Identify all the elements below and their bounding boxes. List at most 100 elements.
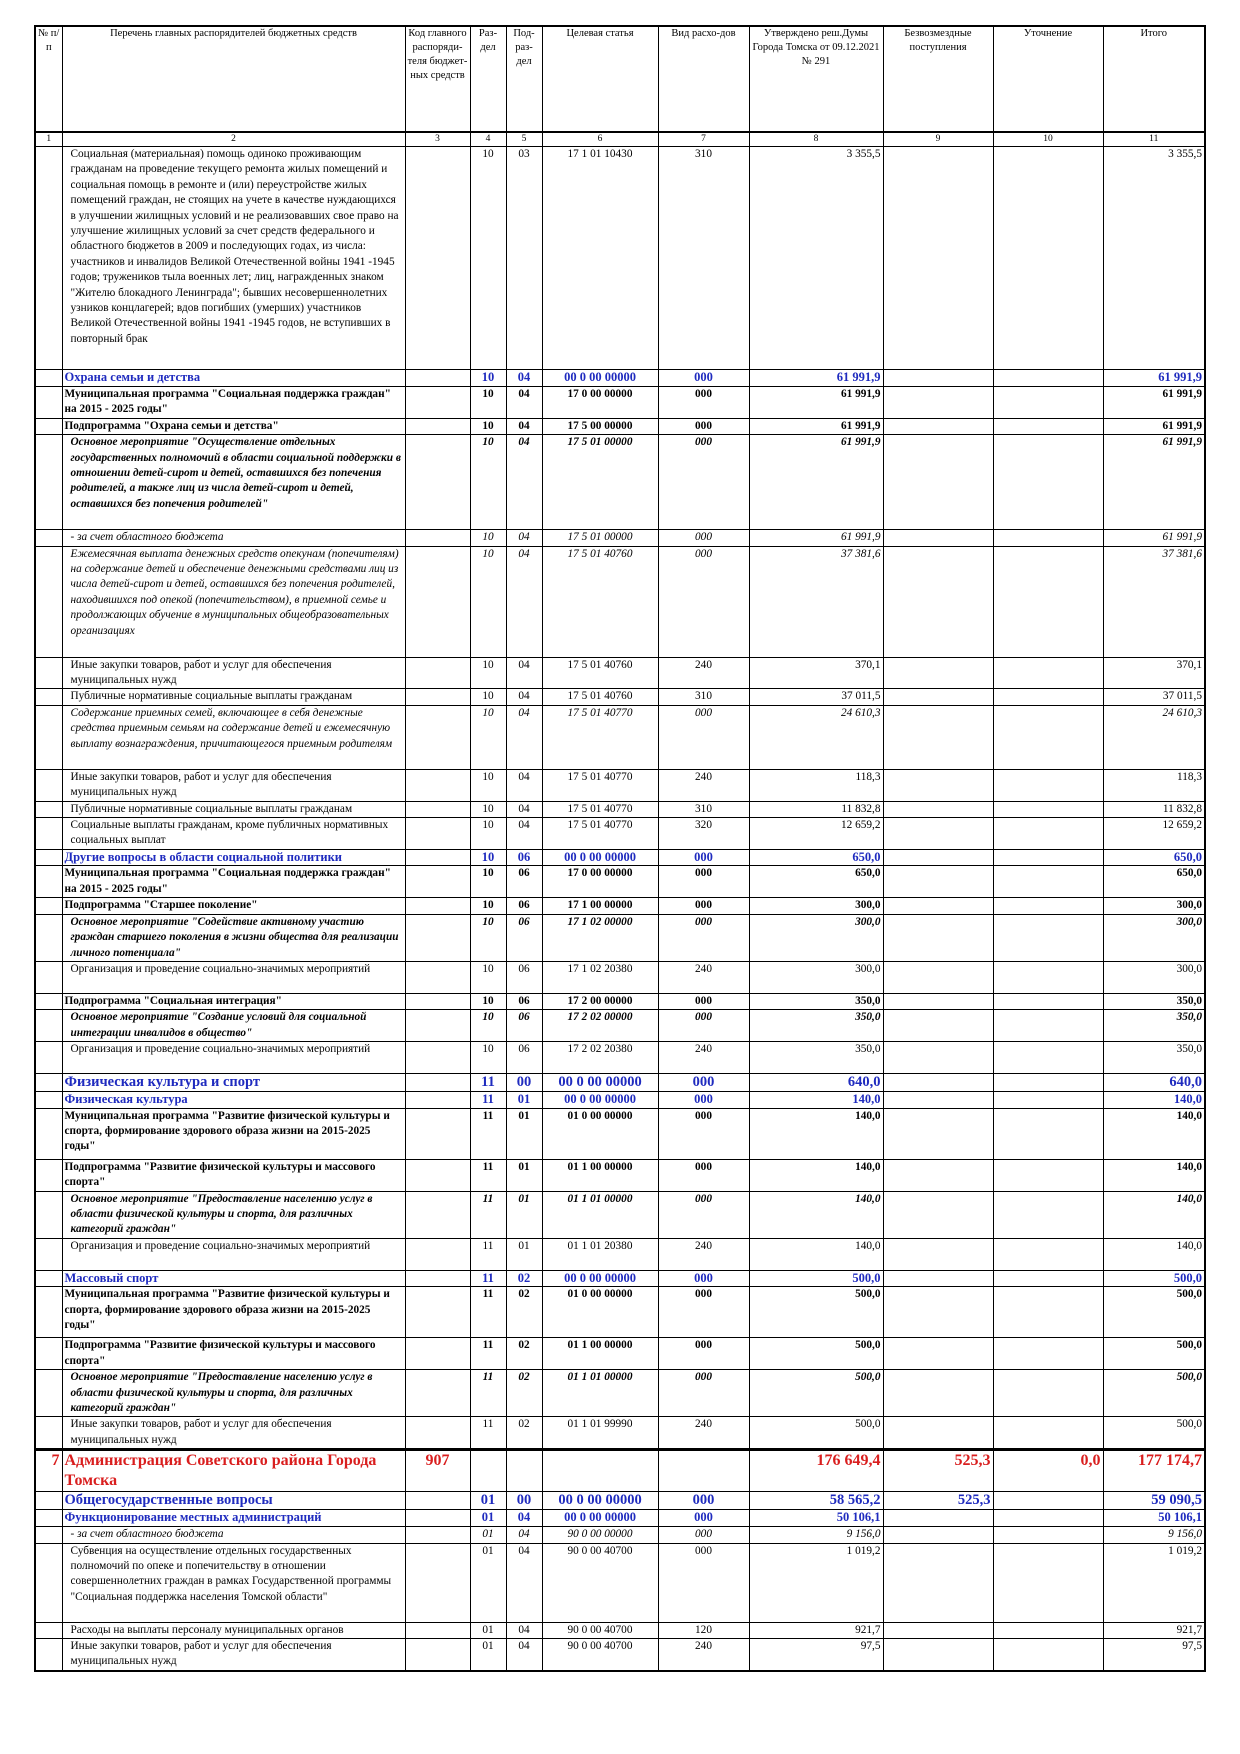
cell-target: 17 0 00 00000	[541, 865, 659, 899]
cell-subsection: 04	[505, 417, 543, 436]
cell-name: Другие вопросы в области социальной поли…	[61, 849, 406, 867]
empty-cell	[34, 545, 63, 658]
cell-type: 240	[657, 960, 750, 994]
cell-approved: 650,0	[748, 849, 884, 867]
empty-cell	[882, 1190, 994, 1239]
empty-cell	[992, 1509, 1104, 1528]
cell-subsection: 04	[505, 369, 543, 387]
cell-type: 000	[657, 545, 750, 658]
cell-total: 9 156,0	[1102, 1526, 1206, 1544]
cell-approved: 1 019,2	[748, 1542, 884, 1623]
column-number: 9	[882, 131, 994, 147]
budget-row: Муниципальная программа "Социальная подд…	[34, 865, 1206, 899]
cell-subsection: 01	[505, 1190, 543, 1239]
empty-cell	[992, 1237, 1104, 1271]
empty-cell	[34, 529, 63, 547]
cell-total: 500,0	[1102, 1286, 1206, 1339]
cell-name: Социальные выплаты гражданам, кроме публ…	[61, 817, 406, 851]
cell-section: 10	[469, 434, 507, 531]
empty-cell	[404, 1526, 471, 1544]
empty-cell	[404, 897, 471, 915]
budget-row: Охрана семьи и детства 10 04 00 0 00 00000 0…	[34, 369, 1206, 387]
empty-cell	[34, 865, 63, 899]
cell-approved: 370,1	[748, 656, 884, 690]
cell-total: 140,0	[1102, 1091, 1206, 1109]
cell-type: 240	[657, 768, 750, 802]
cell-total: 61 991,9	[1102, 386, 1206, 419]
cell-total: 350,0	[1102, 992, 1206, 1011]
empty-cell	[992, 146, 1104, 370]
budget-row: Социальные выплаты гражданам, кроме публ…	[34, 817, 1206, 851]
empty-cell	[882, 545, 994, 658]
cell-approved: 921,7	[748, 1621, 884, 1640]
cell-approved: 140,0	[748, 1190, 884, 1239]
empty-cell	[992, 1269, 1104, 1288]
cell-approved: 11 832,8	[748, 800, 884, 819]
empty-cell	[404, 768, 471, 802]
cell-target: 01 1 00 00000	[541, 1337, 659, 1371]
cell-type: 000	[657, 1107, 750, 1160]
budget-row: Подпрограмма "Охрана семьи и детства" 10 0…	[34, 417, 1206, 436]
cell-subsection: 06	[505, 1041, 543, 1075]
empty-cell	[34, 1107, 63, 1160]
cell-total: 300,0	[1102, 913, 1206, 962]
empty-cell	[882, 1009, 994, 1043]
cell-section: 11	[469, 1286, 507, 1339]
cell-total: 61 991,9	[1102, 434, 1206, 531]
cell-code: 907	[404, 1448, 471, 1493]
cell-num: 7	[34, 1448, 63, 1493]
column-header: Под-раз-дел	[505, 25, 543, 133]
cell-type: 240	[657, 656, 750, 690]
empty-cell	[404, 1491, 471, 1511]
empty-cell	[404, 1073, 471, 1093]
empty-cell	[404, 434, 471, 531]
cell-total: 640,0	[1102, 1073, 1206, 1093]
cell-approved: 118,3	[748, 768, 884, 802]
empty-cell	[992, 688, 1104, 706]
cell-approved: 140,0	[748, 1091, 884, 1109]
cell-subsection: 04	[505, 800, 543, 819]
cell-name: Публичные нормативные социальные выплаты…	[61, 688, 406, 706]
cell-total: 12 659,2	[1102, 817, 1206, 851]
cell-name: Физическая культура	[61, 1091, 406, 1109]
empty-cell	[404, 369, 471, 387]
cell-section: 01	[469, 1621, 507, 1640]
column-header: Вид расхо-дов	[657, 25, 750, 133]
empty-cell	[992, 1526, 1104, 1544]
cell-target: 17 5 01 00000	[541, 529, 659, 547]
cell-approved: 37 381,6	[748, 545, 884, 658]
cell-type: 000	[657, 1009, 750, 1043]
cell-target: 17 2 00 00000	[541, 992, 659, 1011]
empty-cell	[404, 688, 471, 706]
empty-cell	[882, 1621, 994, 1640]
empty-cell	[882, 817, 994, 851]
empty-cell	[404, 800, 471, 819]
empty-cell	[404, 913, 471, 962]
cell-type: 000	[657, 1491, 750, 1511]
column-header: Безвозмездные поступления	[882, 25, 994, 133]
empty-cell	[657, 1448, 750, 1493]
cell-subsection: 04	[505, 1526, 543, 1544]
empty-cell	[34, 688, 63, 706]
cell-section: 10	[469, 545, 507, 658]
cell-subsection: 03	[505, 146, 543, 370]
cell-name: - за счет областного бюджета	[61, 1526, 406, 1544]
cell-subsection: 04	[505, 768, 543, 802]
cell-section: 11	[469, 1107, 507, 1160]
cell-target: 17 5 01 40760	[541, 688, 659, 706]
empty-cell	[882, 1237, 994, 1271]
cell-type: 000	[657, 1269, 750, 1288]
empty-cell	[882, 417, 994, 436]
cell-approved: 500,0	[748, 1369, 884, 1418]
cell-subsection: 04	[505, 688, 543, 706]
cell-subsection: 02	[505, 1369, 543, 1418]
cell-target: 90 0 00 40700	[541, 1542, 659, 1623]
empty-cell	[34, 1491, 63, 1511]
column-number: 5	[505, 131, 543, 147]
cell-target: 01 1 01 00000	[541, 1369, 659, 1418]
cell-section: 01	[469, 1491, 507, 1511]
budget-row: Иные закупки товаров, работ и услуг для …	[34, 768, 1206, 802]
empty-cell	[992, 768, 1104, 802]
cell-name: Основное мероприятие "Предоставление нас…	[61, 1369, 406, 1418]
empty-cell	[404, 1286, 471, 1339]
